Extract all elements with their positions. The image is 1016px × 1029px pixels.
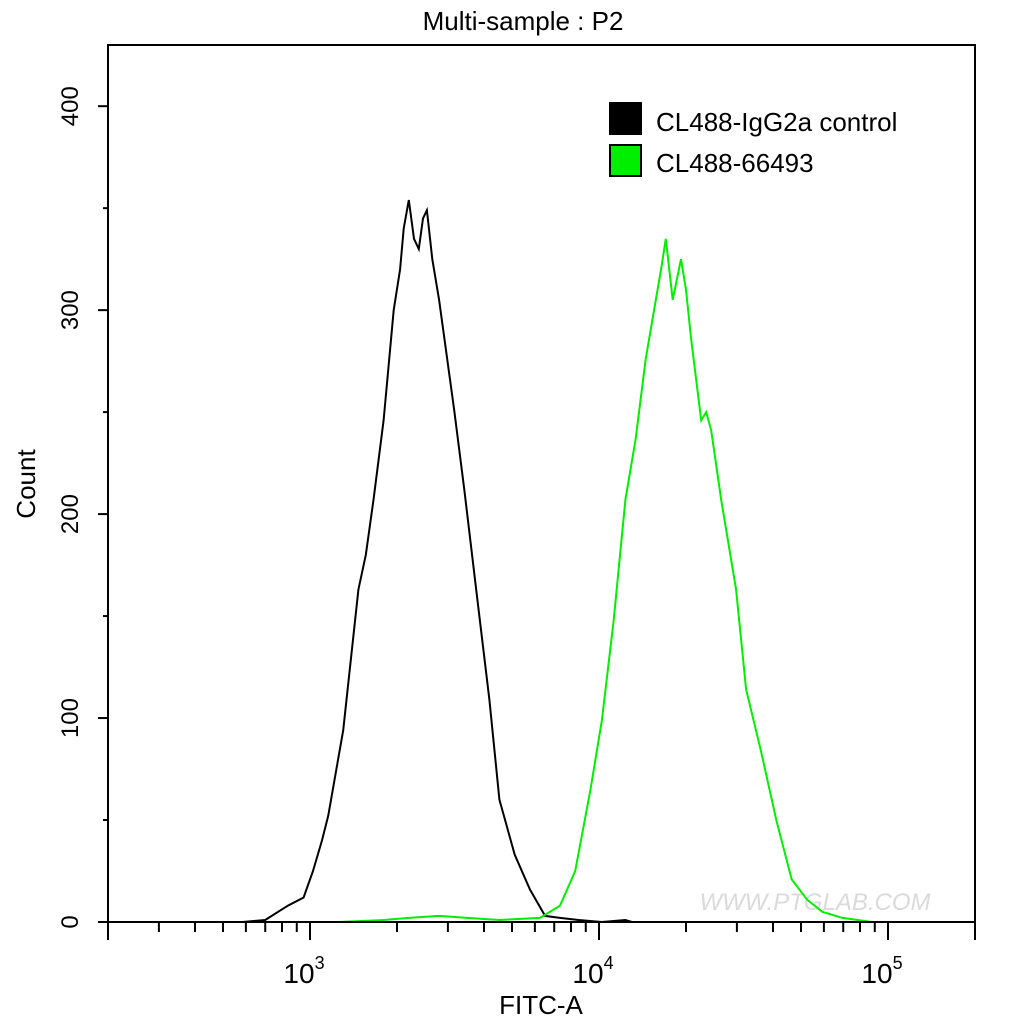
y-tick-label: 100 [57, 698, 84, 738]
watermark: WWW.PTGLAB.COM [699, 889, 930, 916]
series-line-1 [338, 238, 873, 923]
y-tick-label: 300 [57, 290, 84, 330]
y-axis-label: Count [11, 449, 41, 519]
x-tick-label: 103 [283, 953, 324, 989]
legend-label-control: CL488-IgG2a control [656, 107, 897, 137]
chart-title: Multi-sample : P2 [423, 6, 624, 36]
legend-label-sample: CL488-66493 [656, 148, 814, 178]
x-tick-label: 104 [572, 953, 613, 989]
y-tick-label: 200 [57, 494, 84, 534]
x-axis-label: FITC-A [499, 990, 583, 1020]
plot-frame [107, 44, 976, 923]
legend-swatch-sample [609, 144, 642, 177]
series-line-0 [242, 199, 633, 924]
legend: CL488-IgG2a control CL488-66493 [609, 102, 897, 178]
x-tick-label: 105 [861, 953, 902, 989]
legend-swatch-control [609, 102, 642, 135]
y-tick-label: 0 [57, 915, 84, 928]
y-tick-label: 400 [57, 86, 84, 126]
